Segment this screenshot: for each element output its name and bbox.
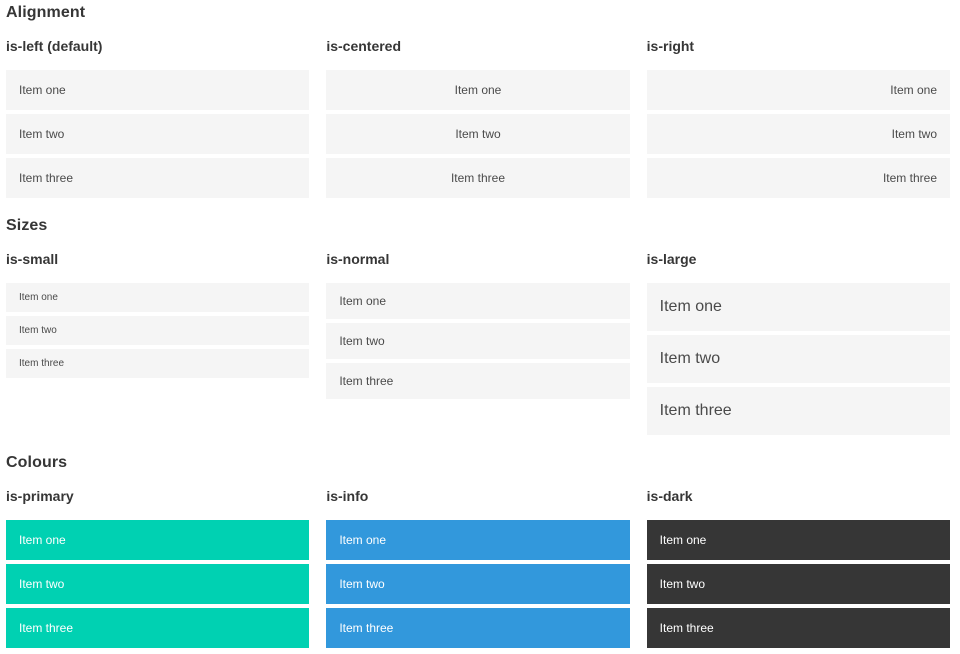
list-item: Item two bbox=[646, 114, 950, 154]
list-item: Item two bbox=[326, 114, 630, 154]
list: Item one Item two Item three bbox=[6, 70, 310, 198]
list-item: Item three bbox=[326, 158, 630, 198]
list: Item one Item two Item three bbox=[326, 70, 630, 198]
list-item: Item three bbox=[646, 608, 950, 648]
section-title: Colours bbox=[6, 454, 68, 471]
variant-label: is-large bbox=[646, 251, 697, 267]
list-item: Item three bbox=[6, 349, 310, 378]
list-item: Item one bbox=[646, 70, 950, 110]
list-item: Item three bbox=[6, 608, 310, 648]
list-item: Item one bbox=[326, 70, 630, 110]
list: Item one Item two Item three bbox=[6, 283, 310, 378]
list-item: Item one bbox=[326, 520, 630, 560]
variant-column-centered: is-centered Item one Item two Item three bbox=[326, 21, 630, 202]
list-item: Item one bbox=[6, 283, 310, 312]
list-item: Item three bbox=[326, 363, 630, 399]
variant-column-small: is-small Item one Item two Item three bbox=[6, 234, 310, 439]
list: Item one Item two Item three bbox=[646, 520, 950, 648]
variant-column-dark: is-dark Item one Item two Item three bbox=[646, 471, 950, 652]
variant-label: is-right bbox=[646, 38, 695, 54]
list-item: Item three bbox=[646, 158, 950, 198]
list: Item one Item two Item three bbox=[326, 520, 630, 648]
variant-column-info: is-info Item one Item two Item three bbox=[326, 471, 630, 652]
list: Item one Item two Item three bbox=[646, 70, 950, 198]
variant-columns: is-left (default) Item one Item two Item… bbox=[6, 21, 950, 202]
variant-column-primary: is-primary Item one Item two Item three bbox=[6, 471, 310, 652]
list-item: Item two bbox=[326, 323, 630, 359]
section-title: Alignment bbox=[6, 4, 86, 21]
list-item: Item two bbox=[326, 564, 630, 604]
variant-column-right: is-right Item one Item two Item three bbox=[646, 21, 950, 202]
variant-label: is-primary bbox=[6, 488, 74, 504]
list-item: Item three bbox=[6, 158, 310, 198]
list: Item one Item two Item three bbox=[326, 283, 630, 399]
variant-label: is-dark bbox=[646, 488, 693, 504]
variant-column-large: is-large Item one Item two Item three bbox=[646, 234, 950, 439]
variant-label: is-left (default) bbox=[6, 38, 103, 54]
list-item: Item two bbox=[646, 335, 950, 383]
list-item: Item one bbox=[326, 283, 630, 319]
list-item: Item two bbox=[6, 114, 310, 154]
list-item: Item one bbox=[646, 283, 950, 331]
variant-column-left: is-left (default) Item one Item two Item… bbox=[6, 21, 310, 202]
section-title: Sizes bbox=[6, 217, 48, 234]
variant-label: is-normal bbox=[326, 251, 390, 267]
variant-label: is-small bbox=[6, 251, 59, 267]
variant-label: is-info bbox=[326, 488, 369, 504]
variant-columns: is-small Item one Item two Item three is… bbox=[6, 234, 950, 439]
list: Item one Item two Item three bbox=[6, 520, 310, 648]
list-item: Item two bbox=[6, 316, 310, 345]
list-item: Item three bbox=[326, 608, 630, 648]
variant-columns: is-primary Item one Item two Item three … bbox=[6, 471, 950, 652]
list: Item one Item two Item three bbox=[646, 283, 950, 435]
variant-column-normal: is-normal Item one Item two Item three bbox=[326, 234, 630, 439]
list-item: Item two bbox=[6, 564, 310, 604]
section-colours: Colours is-primary Item one Item two Ite… bbox=[6, 455, 950, 652]
list-item: Item two bbox=[646, 564, 950, 604]
variant-label: is-centered bbox=[326, 38, 402, 54]
section-sizes: Sizes is-small Item one Item two Item th… bbox=[6, 218, 950, 439]
list-item: Item one bbox=[6, 70, 310, 110]
list-item: Item one bbox=[646, 520, 950, 560]
list-item: Item one bbox=[6, 520, 310, 560]
list-item: Item three bbox=[646, 387, 950, 435]
section-alignment: Alignment is-left (default) Item one Ite… bbox=[6, 5, 950, 202]
